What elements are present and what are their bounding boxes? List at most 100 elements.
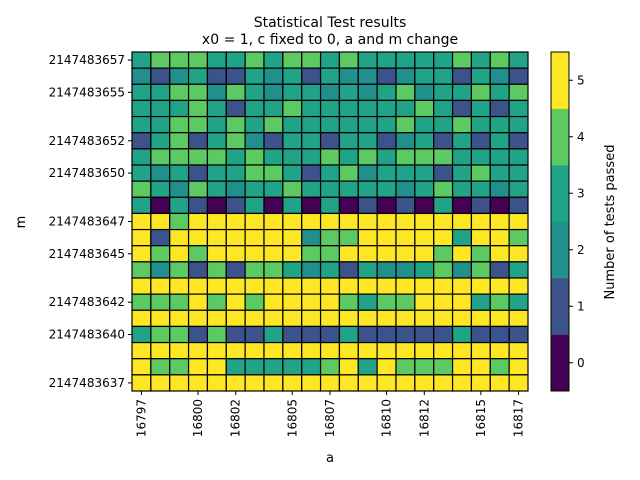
colorbar-swatch — [551, 108, 569, 166]
heatmap-cell — [225, 309, 246, 328]
heatmap-cell — [470, 196, 491, 215]
heatmap-cell — [319, 261, 341, 279]
heatmap-cell — [244, 212, 265, 231]
heatmap-cell — [395, 115, 416, 134]
heatmap-cell — [244, 309, 265, 328]
y-tick-label: 2147483655 — [49, 85, 125, 99]
heatmap-cell — [169, 341, 190, 360]
heatmap-cell — [376, 309, 397, 328]
heatmap-cell — [433, 99, 454, 118]
heatmap-cell — [508, 358, 529, 376]
colorbar-swatch — [551, 221, 569, 279]
heatmap-cell — [206, 132, 227, 150]
heatmap-cell — [169, 228, 190, 247]
heatmap-cell — [282, 212, 303, 231]
heatmap-cell — [282, 148, 303, 166]
heatmap-cell — [206, 99, 227, 118]
heatmap-cell — [150, 196, 171, 215]
heatmap-cell — [395, 180, 416, 198]
heatmap-cell — [319, 99, 341, 118]
heatmap-cell — [357, 374, 378, 392]
heatmap-cell — [282, 277, 303, 295]
heatmap-cell — [508, 148, 529, 166]
heatmap-cell — [206, 374, 227, 392]
heatmap-cell — [338, 148, 359, 166]
heatmap-cell — [395, 293, 416, 311]
heatmap-cell — [206, 309, 227, 328]
heatmap-cell — [451, 99, 473, 118]
heatmap-cell — [150, 115, 171, 134]
colorbar-swatch — [551, 334, 569, 392]
y-axis-label: m — [14, 216, 29, 229]
heatmap-cell — [206, 341, 227, 360]
y-tick-label: 2147483642 — [49, 295, 125, 309]
heatmap-cell — [414, 374, 435, 392]
heatmap-cell — [433, 196, 454, 215]
heatmap-cell — [489, 261, 510, 279]
heatmap-cell — [187, 164, 209, 182]
heatmap-cell — [433, 164, 454, 182]
heatmap-cell — [301, 148, 322, 166]
heatmap-cell — [244, 180, 265, 198]
heatmap-cell — [225, 358, 246, 376]
heatmap-cell — [206, 245, 227, 263]
heatmap-cell — [131, 83, 152, 102]
heatmap-cell — [169, 51, 190, 69]
heatmap-cell — [338, 374, 359, 392]
heatmap-cell — [414, 341, 435, 360]
heatmap-cell — [357, 309, 378, 328]
colorbar-swatch — [551, 165, 569, 222]
heatmap-cell — [489, 309, 510, 328]
heatmap-cell — [433, 277, 454, 295]
heatmap-cell — [414, 228, 435, 247]
heatmap-cell — [244, 245, 265, 263]
heatmap-cell — [244, 277, 265, 295]
heatmap-cell — [319, 309, 341, 328]
heatmap-cell — [357, 51, 378, 69]
heatmap-cell — [150, 293, 171, 311]
heatmap-cell — [338, 164, 359, 182]
heatmap-cell — [357, 148, 378, 166]
heatmap-cell — [395, 358, 416, 376]
heatmap-cell — [414, 196, 435, 215]
heatmap-cell — [433, 261, 454, 279]
heatmap-cell — [489, 228, 510, 247]
heatmap-cell — [282, 164, 303, 182]
heatmap-cell — [206, 325, 227, 344]
heatmap-cell — [508, 164, 529, 182]
heatmap-cell — [338, 180, 359, 198]
heatmap-cell — [225, 245, 246, 263]
heatmap-cell — [508, 245, 529, 263]
heatmap-cell — [225, 83, 246, 102]
heatmap-cell — [225, 374, 246, 392]
heatmap-cell — [150, 341, 171, 360]
heatmap-cell — [225, 325, 246, 344]
heatmap-cell — [225, 148, 246, 166]
heatmap-cell — [187, 51, 209, 69]
heatmap-cell — [357, 115, 378, 134]
heatmap-cell — [357, 261, 378, 279]
heatmap-cell — [319, 341, 341, 360]
heatmap-cell — [357, 293, 378, 311]
heatmap-cell — [508, 293, 529, 311]
heatmap-cell — [319, 67, 341, 85]
heatmap-cell — [451, 309, 473, 328]
heatmap-cell — [131, 293, 152, 311]
heatmap-cell — [301, 132, 322, 150]
heatmap-cell — [395, 341, 416, 360]
heatmap-cell — [376, 358, 397, 376]
heatmap-cell — [282, 115, 303, 134]
heatmap-cell — [150, 148, 171, 166]
x-tick-label: 16805 — [285, 399, 299, 437]
heatmap-cell — [131, 228, 152, 247]
heatmap-cell — [395, 309, 416, 328]
heatmap-cell — [319, 115, 341, 134]
x-tick-label: 16802 — [229, 399, 243, 437]
heatmap-cell — [414, 51, 435, 69]
heatmap-cell — [263, 293, 284, 311]
heatmap-cell — [451, 148, 473, 166]
heatmap-cell — [470, 374, 491, 392]
heatmap-cell — [357, 341, 378, 360]
heatmap-cell — [187, 180, 209, 198]
heatmap-cell — [225, 196, 246, 215]
